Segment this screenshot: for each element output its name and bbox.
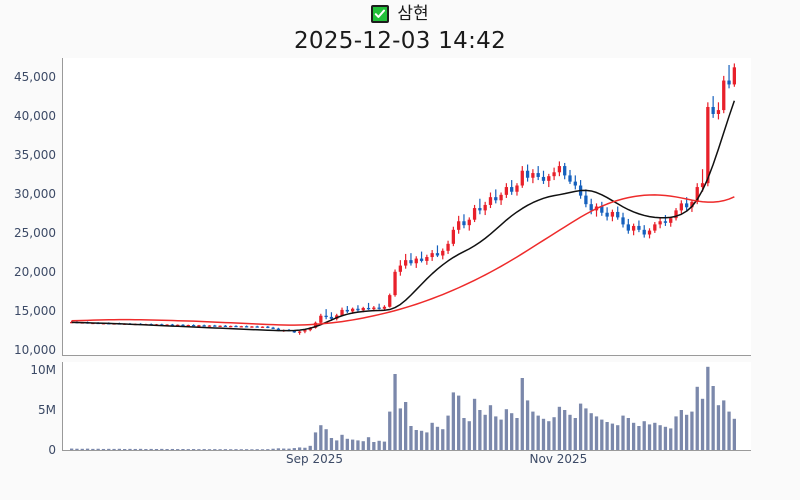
volume-chart-panel[interactable] — [62, 362, 751, 451]
price-y-tick: 35,000 — [14, 148, 56, 163]
price-y-tick: 45,000 — [14, 70, 56, 85]
price-y-tick: 30,000 — [14, 187, 56, 202]
price-y-axis: 10,000 15,000 20,000 25,000 30,000 35,000 40,0… — [0, 58, 56, 357]
price-y-tick: 20,000 — [14, 264, 56, 279]
timestamp-label: 2025-12-03 14:42 — [293, 28, 507, 54]
volume-y-axis: 0 5M 10M — [0, 362, 56, 457]
volume-y-tick: 5M — [38, 403, 56, 417]
x-axis-tick: Nov 2025 — [529, 452, 588, 466]
x-axis: Sep 2025 Nov 2025 — [62, 452, 750, 472]
volume-y-tick: 0 — [48, 443, 56, 457]
price-y-tick: 40,000 — [14, 109, 56, 124]
price-y-tick: 25,000 — [14, 225, 56, 240]
volume-plot — [70, 366, 736, 450]
volume-y-tick: 10M — [30, 363, 56, 377]
chart-title-row: 삼현 — [0, 2, 800, 26]
page-title: 삼현 — [397, 3, 429, 24]
price-y-tick: 15,000 — [14, 303, 56, 318]
candlestick-plot — [70, 63, 736, 335]
check-square-icon[interactable] — [371, 5, 390, 23]
price-chart-panel[interactable] — [62, 58, 751, 356]
x-axis-tick: Sep 2025 — [286, 452, 344, 466]
price-y-tick: 10,000 — [14, 342, 56, 357]
